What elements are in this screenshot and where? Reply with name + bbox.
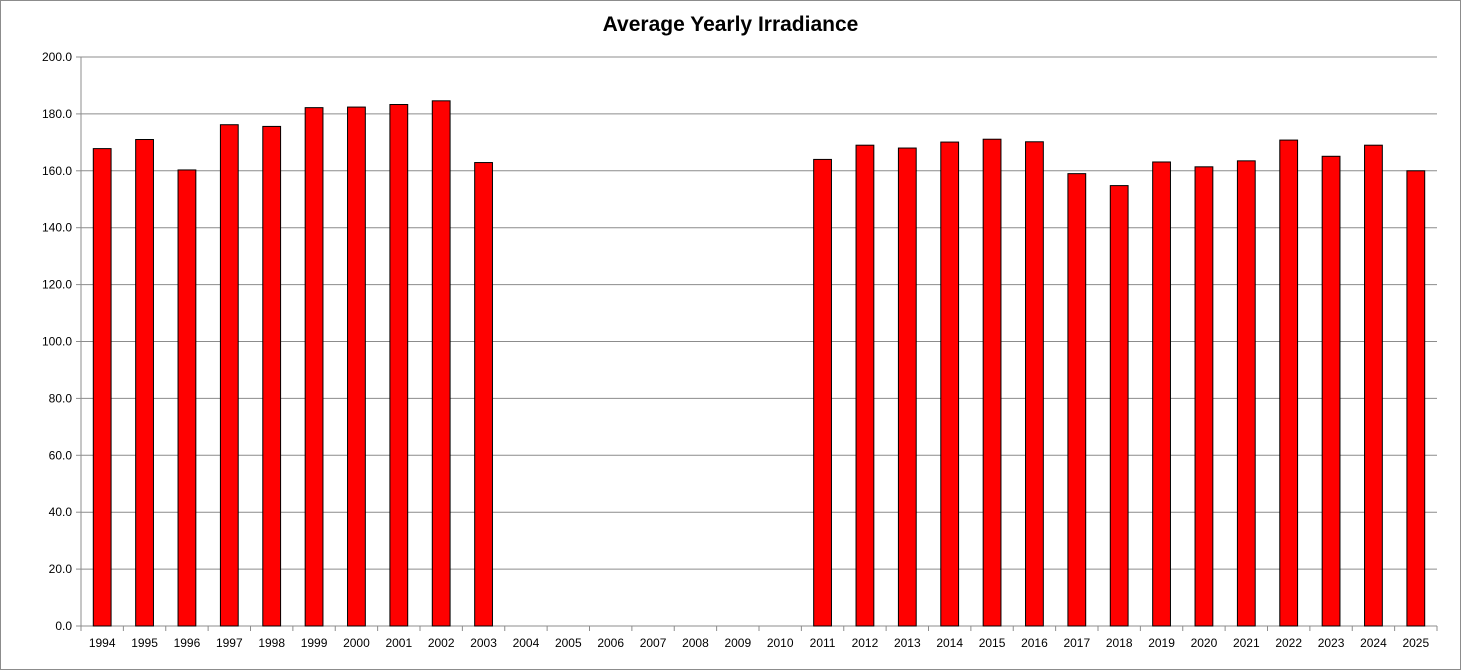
bar — [135, 139, 154, 627]
x-tick-label: 2001 — [385, 636, 412, 650]
bar — [431, 100, 451, 627]
x-tick-label: 2007 — [640, 636, 667, 650]
y-tick-label: 80.0 — [49, 391, 73, 405]
x-tick-label: 2020 — [1191, 636, 1218, 650]
bar — [1321, 155, 1341, 627]
y-tick-label: 140.0 — [42, 221, 72, 235]
y-tick-label: 200.0 — [42, 50, 72, 64]
bar — [1025, 141, 1044, 627]
y-tick-label: 20.0 — [49, 562, 73, 576]
y-tick-label: 40.0 — [49, 505, 73, 519]
bar — [474, 162, 493, 627]
x-tick-label: 2009 — [724, 636, 751, 650]
chart-title: Average Yearly Irradiance — [602, 13, 859, 36]
bar — [897, 147, 917, 627]
x-tick-label: 1996 — [174, 636, 201, 650]
x-tick-label: 2025 — [1402, 636, 1429, 650]
bar — [1364, 144, 1383, 627]
bar — [92, 148, 112, 627]
y-tick-label: 160.0 — [42, 164, 72, 178]
x-tick-label: 1994 — [89, 636, 116, 650]
bar — [1067, 173, 1087, 627]
x-tick-label: 2022 — [1275, 636, 1302, 650]
x-tick-label: 2021 — [1233, 636, 1260, 650]
bar — [1236, 160, 1256, 627]
bar — [1194, 166, 1214, 627]
bar — [304, 107, 324, 627]
x-tick-label: 2010 — [767, 636, 794, 650]
x-tick-label: 2024 — [1360, 636, 1387, 650]
x-tick-label: 1997 — [216, 636, 243, 650]
bar — [262, 125, 282, 627]
x-tick-label: 2023 — [1318, 636, 1345, 650]
x-tick-label: 1998 — [258, 636, 285, 650]
x-tick-label: 2012 — [852, 636, 879, 650]
y-tick-label: 60.0 — [49, 448, 73, 462]
x-tick-label: 2016 — [1021, 636, 1048, 650]
x-tick-label: 2018 — [1106, 636, 1133, 650]
x-tick-label: 2014 — [936, 636, 963, 650]
x-tick-label: 2008 — [682, 636, 709, 650]
bar — [219, 124, 239, 627]
x-tick-label: 2004 — [513, 636, 540, 650]
x-tick-label: 2006 — [597, 636, 624, 650]
y-tick-label: 180.0 — [42, 107, 72, 121]
x-tick-label: 2011 — [810, 636, 836, 650]
bar — [1109, 185, 1129, 627]
x-tick-label: 2013 — [894, 636, 921, 650]
y-tick-label: 0.0 — [55, 619, 72, 633]
bar — [940, 141, 960, 627]
y-tick-label: 120.0 — [42, 278, 72, 292]
x-tick-label: 2005 — [555, 636, 582, 650]
bar — [982, 138, 1002, 627]
x-tick-label: 2000 — [343, 636, 370, 650]
x-tick-label: 2017 — [1063, 636, 1090, 650]
bar — [1279, 139, 1299, 627]
y-tick-label: 100.0 — [42, 335, 72, 349]
x-tick-label: 2002 — [428, 636, 455, 650]
x-tick-label: 2003 — [470, 636, 497, 650]
x-tick-label: 1995 — [131, 636, 158, 650]
bar — [1406, 170, 1426, 627]
bar — [813, 158, 832, 627]
bar — [1152, 161, 1171, 627]
x-tick-label: 2019 — [1148, 636, 1175, 650]
bar — [177, 169, 197, 627]
x-tick-label: 1999 — [301, 636, 328, 650]
x-tick-label: 2015 — [979, 636, 1006, 650]
bar — [855, 144, 875, 627]
bar — [389, 104, 409, 627]
bar — [347, 106, 366, 627]
